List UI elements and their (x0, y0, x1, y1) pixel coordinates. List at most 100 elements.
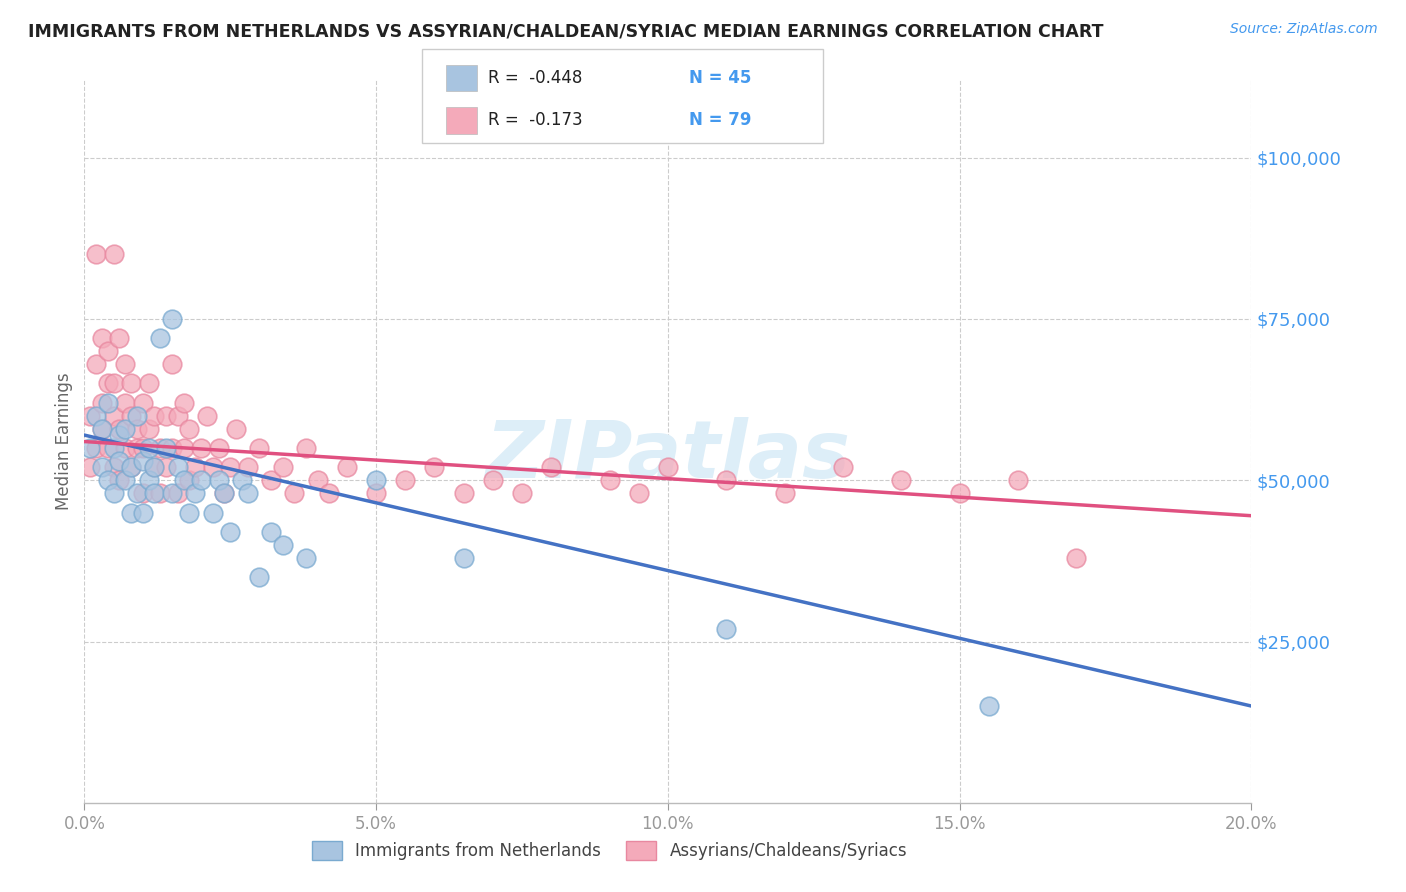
Text: IMMIGRANTS FROM NETHERLANDS VS ASSYRIAN/CHALDEAN/SYRIAC MEDIAN EARNINGS CORRELAT: IMMIGRANTS FROM NETHERLANDS VS ASSYRIAN/… (28, 22, 1104, 40)
Point (84, 357, 107, 371)
Point (249, 441, 271, 455)
Point (366, 473, 388, 487)
Point (138, 376, 160, 391)
Point (166, 460, 188, 475)
Point (283, 486, 305, 500)
Point (173, 473, 195, 487)
Point (125, 486, 148, 500)
Point (166, 486, 188, 500)
Point (90, 422, 112, 436)
Point (143, 486, 166, 500)
Text: N = 45: N = 45 (689, 69, 751, 87)
Point (103, 376, 125, 391)
Point (143, 460, 166, 475)
Point (366, 486, 388, 500)
Point (184, 460, 207, 475)
Point (103, 409, 125, 423)
Point (271, 460, 294, 475)
Point (125, 441, 148, 455)
Point (84, 441, 107, 455)
Point (138, 422, 160, 436)
Point (103, 486, 125, 500)
Point (295, 550, 318, 565)
Point (155, 409, 177, 423)
Point (207, 441, 229, 455)
Point (90, 396, 112, 410)
Point (423, 460, 446, 475)
Point (599, 473, 621, 487)
Point (155, 441, 177, 455)
Point (307, 473, 329, 487)
Point (214, 486, 236, 500)
Point (540, 460, 562, 475)
Point (120, 376, 142, 391)
Point (132, 441, 155, 455)
Point (890, 473, 912, 487)
Point (184, 486, 207, 500)
Point (114, 396, 136, 410)
Point (114, 473, 136, 487)
Point (201, 460, 224, 475)
Point (160, 357, 183, 371)
Point (207, 473, 229, 487)
Point (120, 506, 142, 520)
Text: ZIPatlas: ZIPatlas (485, 417, 851, 495)
Point (79, 409, 101, 423)
Point (231, 473, 253, 487)
Point (271, 538, 294, 552)
Point (90, 331, 112, 345)
Text: Source: ZipAtlas.com: Source: ZipAtlas.com (1230, 22, 1378, 37)
Point (260, 524, 283, 539)
Point (190, 473, 212, 487)
Point (103, 460, 125, 475)
Point (132, 486, 155, 500)
Point (84, 409, 107, 423)
Point (225, 422, 247, 436)
Point (482, 473, 505, 487)
Point (143, 409, 166, 423)
Point (949, 486, 972, 500)
Point (166, 409, 188, 423)
Point (160, 312, 183, 326)
Point (179, 473, 201, 487)
Point (190, 441, 212, 455)
Point (832, 460, 855, 475)
Point (627, 486, 650, 500)
Point (219, 524, 242, 539)
Point (249, 570, 271, 584)
Point (236, 486, 259, 500)
Point (132, 454, 155, 468)
Point (195, 409, 218, 423)
Point (97, 441, 120, 455)
Point (318, 486, 340, 500)
Point (149, 441, 172, 455)
Point (160, 486, 183, 500)
Point (79, 460, 101, 475)
Point (138, 441, 160, 455)
Point (108, 473, 131, 487)
Point (214, 486, 236, 500)
Point (108, 422, 131, 436)
Point (114, 441, 136, 455)
Point (394, 473, 416, 487)
Text: R =  -0.448: R = -0.448 (488, 69, 582, 87)
Text: R =  -0.173: R = -0.173 (488, 112, 582, 129)
Point (103, 441, 125, 455)
Point (179, 506, 201, 520)
Point (657, 460, 679, 475)
Point (260, 473, 283, 487)
Point (97, 344, 120, 359)
Point (201, 506, 224, 520)
Point (138, 473, 160, 487)
Point (108, 454, 131, 468)
Point (97, 376, 120, 391)
Point (120, 460, 142, 475)
Point (103, 247, 125, 261)
Point (977, 699, 1000, 714)
Legend: Immigrants from Netherlands, Assyrians/Chaldeans/Syriacs: Immigrants from Netherlands, Assyrians/C… (305, 834, 914, 867)
Point (90, 460, 112, 475)
Point (79, 441, 101, 455)
Point (219, 460, 242, 475)
Point (773, 486, 796, 500)
Point (149, 331, 172, 345)
